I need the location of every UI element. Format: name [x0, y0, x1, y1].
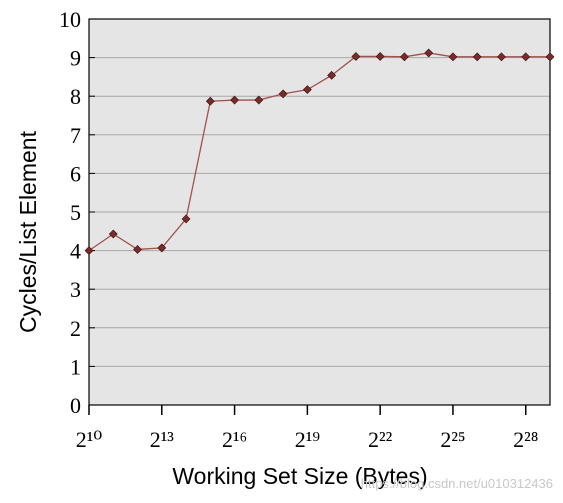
point-marker — [327, 70, 337, 80]
point-marker — [399, 52, 409, 62]
point-marker — [278, 89, 288, 99]
y-tick-label: 2 — [70, 316, 81, 341]
point-marker — [230, 95, 240, 105]
y-tick-label: 3 — [70, 277, 81, 302]
point-marker — [472, 52, 482, 62]
point-marker — [157, 243, 167, 253]
y-axis-label: Cycles/List Element — [15, 130, 41, 333]
watermark: https://blog.csdn.net/u010312436 — [361, 476, 553, 491]
x-tick-label: 2²⁵ — [440, 427, 465, 452]
x-tick-label: 2¹³ — [150, 427, 175, 452]
x-axis-label: Working Set Size (Bytes) — [172, 463, 427, 489]
point-marker — [108, 229, 118, 239]
y-tick-label: 6 — [70, 161, 81, 186]
point-marker — [181, 214, 191, 224]
point-marker — [351, 52, 361, 61]
point-marker — [545, 52, 555, 62]
y-tick-label: 9 — [70, 46, 81, 71]
x-tick-label: 2²² — [368, 427, 393, 452]
point-marker — [375, 52, 385, 61]
x-tick-label: 2¹⁶ — [222, 427, 247, 452]
point-marker — [254, 95, 264, 105]
point-marker — [497, 52, 506, 62]
point-marker — [205, 96, 215, 106]
y-tick-label: 1 — [70, 354, 81, 379]
y-tick-label: 8 — [70, 84, 81, 109]
point-marker — [424, 48, 434, 58]
plot-frame — [88, 18, 551, 406]
point-marker — [302, 85, 312, 95]
y-tick-label: 0 — [70, 393, 81, 418]
x-tick-label: 2¹⁹ — [295, 427, 321, 452]
point-marker — [133, 245, 142, 254]
x-tick-label: 2²⁸ — [513, 427, 538, 452]
point-marker — [448, 52, 458, 62]
y-tick-label: 5 — [70, 200, 81, 225]
y-tick-label: 10 — [59, 7, 81, 32]
y-tick-label: 4 — [70, 239, 81, 264]
y-tick-label: 7 — [70, 123, 81, 148]
point-marker — [84, 246, 94, 256]
x-tick-label: 2¹⁰ — [76, 427, 103, 452]
point-marker — [521, 52, 531, 62]
